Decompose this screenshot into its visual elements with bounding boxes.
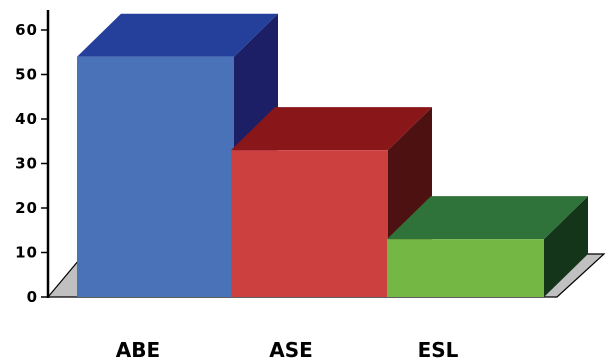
y-tick-label: 10 [15, 244, 38, 262]
x-category-label: ASE [269, 338, 313, 362]
y-tick-label: 60 [15, 21, 38, 39]
x-category-label: ESL [418, 338, 459, 362]
bar-side [544, 196, 588, 297]
bar-front [77, 56, 234, 298]
bar-top [387, 196, 588, 240]
y-tick-label: 20 [15, 199, 38, 217]
bar-abe [77, 13, 278, 298]
bar-esl [387, 196, 588, 297]
bar-top [77, 13, 278, 57]
y-tick-label: 30 [15, 155, 38, 173]
y-tick-label: 0 [27, 288, 38, 306]
bar-top [231, 107, 432, 151]
x-category-label: ABE [116, 338, 160, 362]
bar-front [231, 150, 388, 297]
y-tick-label: 40 [15, 110, 38, 128]
y-tick-label: 50 [15, 66, 38, 84]
bar-front [387, 239, 544, 297]
